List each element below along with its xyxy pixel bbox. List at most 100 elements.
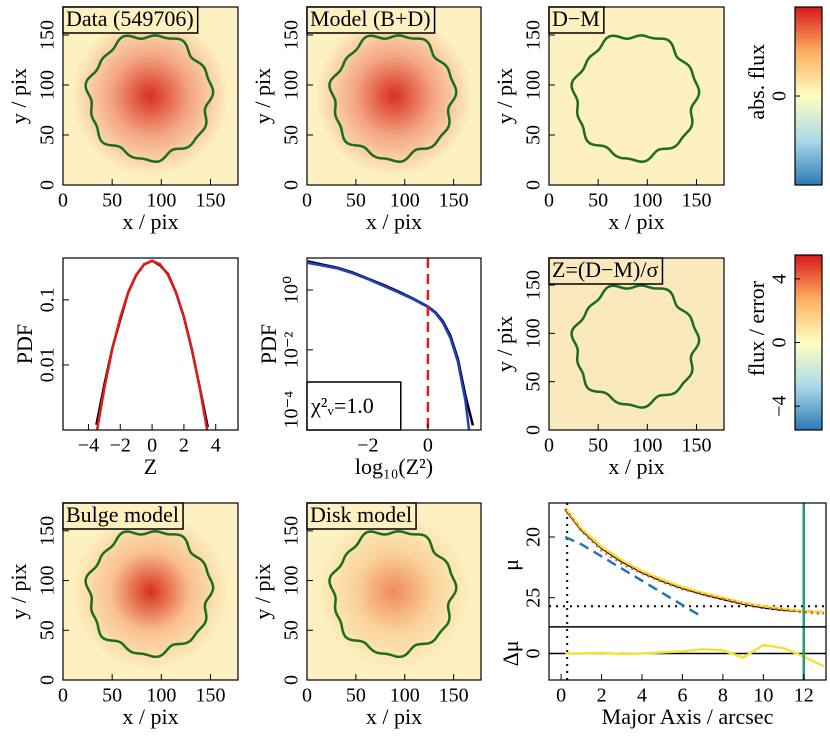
panel-title: Bulge model xyxy=(66,502,179,527)
x-axis-label: x / pix xyxy=(122,209,178,234)
x-axis-label: Major Axis / arcsec xyxy=(602,704,774,729)
y-tick-label: 100 xyxy=(523,70,545,100)
x-tick-label: 0 xyxy=(302,685,312,707)
y-tick-label: 150 xyxy=(281,20,303,50)
panel-title: Disk model xyxy=(310,502,412,527)
y-tick-label: 10⁻² xyxy=(281,332,303,369)
y-tick-label: 0 xyxy=(523,180,545,190)
y-axis-label: y / pix xyxy=(492,68,517,124)
y-tick-label: 100 xyxy=(523,318,545,348)
x-tick-label: 100 xyxy=(146,685,176,707)
x-tick-label: 100 xyxy=(632,435,662,457)
x-tick-label: 4 xyxy=(211,435,221,457)
panel-title: Z=(D−M)/σ xyxy=(552,257,658,282)
y-tick-label: 0.01 xyxy=(37,347,59,382)
x-tick-label: 150 xyxy=(681,435,711,457)
contour xyxy=(328,530,458,659)
panel-title: Model (B+D) xyxy=(310,6,431,31)
series-line xyxy=(307,261,471,430)
x-tick-label: 150 xyxy=(439,685,469,707)
series-line xyxy=(564,535,704,619)
y-tick-label: 50 xyxy=(523,125,545,145)
x-tick-label: 100 xyxy=(632,190,662,212)
x-tick-label: 0 xyxy=(58,190,68,212)
y-tick-label: 0 xyxy=(769,338,791,348)
x-tick-label: 150 xyxy=(681,190,711,212)
title-box xyxy=(306,6,436,34)
contour xyxy=(570,34,701,164)
series-line xyxy=(565,643,825,668)
y-tick-label: 100 xyxy=(37,566,59,596)
x-tick-label: 0 xyxy=(556,685,566,707)
x-tick-label: 12 xyxy=(794,685,814,707)
y-tick-label: 100 xyxy=(281,70,303,100)
x-tick-label: −4 xyxy=(78,435,99,457)
x-tick-label: 100 xyxy=(146,190,176,212)
y-tick-label: 100 xyxy=(37,70,59,100)
x-axis-label: x / pix xyxy=(608,209,664,234)
x-tick-label: 2 xyxy=(179,435,189,457)
x-axis-label: x / pix xyxy=(122,704,178,729)
title-box xyxy=(62,6,199,34)
x-tick-label: 50 xyxy=(588,190,608,212)
y-axis-label: PDF xyxy=(12,324,37,364)
x-tick-label: 6 xyxy=(677,685,687,707)
x-tick-label: −2 xyxy=(357,435,378,457)
title-box xyxy=(62,502,184,530)
y-tick-label: 0 xyxy=(281,180,303,190)
x-tick-label: 8 xyxy=(718,685,728,707)
x-tick-label: 100 xyxy=(390,685,420,707)
annotation-box xyxy=(306,381,402,431)
frame xyxy=(548,6,725,186)
y-tick-label: 100 xyxy=(281,566,303,596)
y-tick-label: 150 xyxy=(281,516,303,546)
contour xyxy=(328,34,458,164)
y-tick-label: 0.1 xyxy=(37,287,59,312)
x-tick-label: 50 xyxy=(102,190,122,212)
y-axis-label: abs. flux xyxy=(744,44,769,120)
y-tick-label: 10⁻⁴ xyxy=(281,391,303,429)
x-tick-label: 0 xyxy=(544,190,554,212)
x-tick-label: −2 xyxy=(110,435,131,457)
contour xyxy=(84,530,215,659)
y-axis-label: y / pix xyxy=(250,68,275,124)
y-tick-label: 0 xyxy=(769,91,791,101)
frame xyxy=(62,257,239,431)
y-axis-label: PDF xyxy=(256,324,281,364)
x-tick-label: 150 xyxy=(195,685,225,707)
y-tick-label: 150 xyxy=(523,270,545,300)
y-tick-label: 4 xyxy=(769,274,791,284)
x-tick-label: 150 xyxy=(195,190,225,212)
x-axis-label: x / pix xyxy=(366,704,422,729)
panel-title: Data (549706) xyxy=(66,6,194,31)
x-tick-label: 50 xyxy=(346,685,366,707)
title-box xyxy=(548,257,664,285)
x-tick-label: 10 xyxy=(753,685,773,707)
frame xyxy=(548,502,827,681)
x-tick-label: 50 xyxy=(346,190,366,212)
y-tick-label: 20 xyxy=(523,527,545,547)
x-tick-label: 150 xyxy=(439,190,469,212)
x-axis-label: log₁₀(Z²) xyxy=(355,454,433,479)
x-tick-label: 0 xyxy=(544,435,554,457)
x-tick-label: 50 xyxy=(588,435,608,457)
y-tick-label: 50 xyxy=(37,125,59,145)
series-line xyxy=(95,259,209,430)
y-axis-label: flux / error xyxy=(744,280,769,376)
y-tick-label: 150 xyxy=(37,516,59,546)
x-tick-label: 0 xyxy=(147,435,157,457)
series-line xyxy=(564,507,825,614)
y-tick-label: 0 xyxy=(281,675,303,685)
y-tick-label: 25 xyxy=(523,588,545,608)
y-axis-label: y / pix xyxy=(492,316,517,372)
plot-bg xyxy=(63,258,238,430)
x-tick-label: 4 xyxy=(637,685,647,707)
x-tick-label: 0 xyxy=(58,685,68,707)
panel-title: D−M xyxy=(552,6,600,31)
y-tick-label: 150 xyxy=(523,20,545,50)
contour xyxy=(570,284,701,409)
x-axis-label: x / pix xyxy=(608,454,664,479)
y-axis-label: μ xyxy=(498,559,523,571)
y-tick-label: 0 xyxy=(37,675,59,685)
